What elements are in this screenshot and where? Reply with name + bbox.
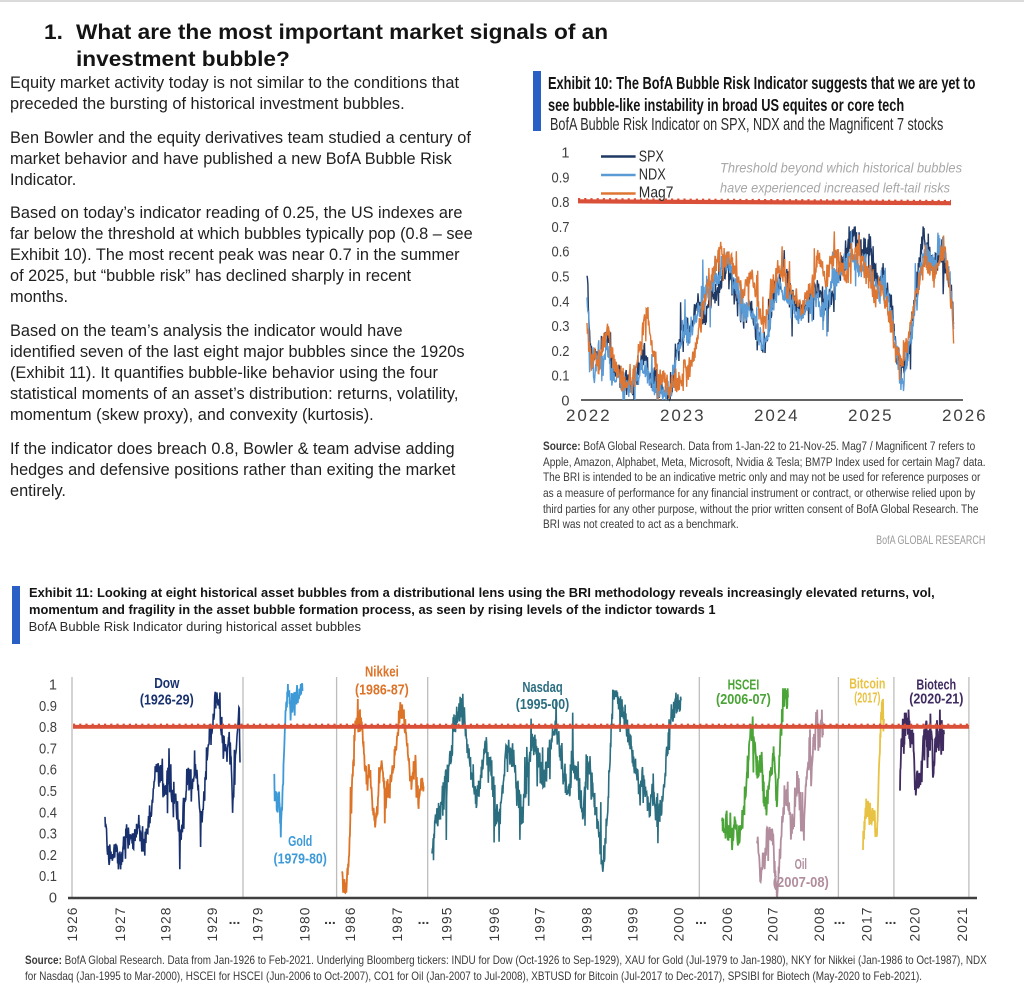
- svg-text:NDX: NDX: [639, 166, 666, 183]
- svg-text:(1979-80): (1979-80): [274, 852, 327, 868]
- svg-text:Threshold beyond which histori: Threshold beyond which historical bubble…: [720, 160, 962, 176]
- svg-text:(2017): (2017): [854, 691, 880, 707]
- svg-text:0.2: 0.2: [552, 344, 570, 360]
- svg-text:...: ...: [885, 911, 897, 927]
- svg-text:Biotech: Biotech: [916, 678, 956, 694]
- svg-text:Gold: Gold: [288, 834, 312, 850]
- svg-text:0: 0: [561, 394, 569, 410]
- svg-text:1996: 1996: [487, 907, 502, 941]
- svg-text:(1926-29): (1926-29): [140, 692, 194, 708]
- svg-text:0.7: 0.7: [552, 220, 570, 236]
- svg-text:0.9: 0.9: [39, 699, 57, 715]
- svg-text:2021: 2021: [955, 908, 970, 942]
- svg-text:1980: 1980: [298, 907, 313, 941]
- svg-text:Nikkei: Nikkei: [365, 665, 399, 681]
- svg-text:0.5: 0.5: [39, 784, 57, 800]
- svg-text:1: 1: [561, 146, 569, 162]
- svg-text:2006: 2006: [720, 907, 735, 941]
- svg-text:1986: 1986: [343, 907, 358, 941]
- svg-text:...: ...: [324, 911, 336, 927]
- svg-text:1: 1: [49, 678, 57, 694]
- svg-text:Nasdaq: Nasdaq: [522, 680, 562, 696]
- svg-text:1927: 1927: [113, 908, 128, 942]
- svg-text:HSCEI: HSCEI: [728, 678, 760, 694]
- svg-text:0.9: 0.9: [552, 170, 570, 186]
- svg-text:0.6: 0.6: [39, 763, 57, 779]
- svg-text:2000: 2000: [672, 907, 687, 941]
- svg-text:have experienced increased lef: have experienced increased left-tail ris…: [720, 180, 950, 196]
- svg-text:...: ...: [695, 911, 707, 927]
- svg-text:(1986-87): (1986-87): [355, 682, 409, 698]
- svg-text:1926: 1926: [65, 907, 80, 941]
- svg-text:Dow: Dow: [154, 676, 180, 692]
- svg-text:SPX: SPX: [639, 148, 664, 165]
- svg-text:...: ...: [418, 911, 430, 927]
- svg-text:1987: 1987: [390, 908, 405, 942]
- svg-text:...: ...: [834, 911, 846, 927]
- svg-text:1979: 1979: [251, 907, 266, 941]
- svg-text:2007: 2007: [766, 908, 781, 942]
- svg-text:...: ...: [229, 911, 241, 927]
- svg-text:0.1: 0.1: [552, 369, 570, 385]
- svg-text:(2007-08): (2007-08): [773, 875, 829, 891]
- svg-text:1998: 1998: [580, 907, 595, 941]
- svg-text:0.6: 0.6: [552, 245, 570, 261]
- svg-text:Oil: Oil: [795, 857, 807, 873]
- svg-text:0.1: 0.1: [39, 869, 57, 885]
- svg-text:0: 0: [49, 891, 57, 907]
- svg-text:0.5: 0.5: [552, 270, 570, 286]
- svg-text:0.8: 0.8: [39, 720, 57, 736]
- svg-text:1997: 1997: [533, 908, 548, 942]
- svg-text:1929: 1929: [205, 907, 220, 941]
- svg-text:(2020-21): (2020-21): [909, 692, 963, 708]
- svg-text:Mag7: Mag7: [639, 185, 674, 202]
- svg-text:(1995-00): (1995-00): [516, 697, 570, 713]
- svg-text:0.3: 0.3: [552, 319, 570, 335]
- svg-text:2020: 2020: [908, 907, 923, 941]
- svg-text:0.4: 0.4: [39, 805, 57, 821]
- svg-text:Bitcoin: Bitcoin: [849, 677, 885, 693]
- svg-text:2008: 2008: [812, 907, 827, 941]
- svg-text:1928: 1928: [159, 907, 174, 941]
- svg-text:(2006-07): (2006-07): [716, 692, 771, 708]
- svg-text:0.2: 0.2: [39, 848, 57, 864]
- svg-text:0.7: 0.7: [39, 741, 57, 757]
- svg-text:2017: 2017: [859, 908, 874, 942]
- svg-text:0.4: 0.4: [552, 294, 570, 310]
- svg-text:1999: 1999: [626, 907, 641, 941]
- svg-text:1995: 1995: [440, 907, 455, 941]
- svg-text:0.8: 0.8: [552, 195, 570, 211]
- svg-text:0.3: 0.3: [39, 827, 57, 843]
